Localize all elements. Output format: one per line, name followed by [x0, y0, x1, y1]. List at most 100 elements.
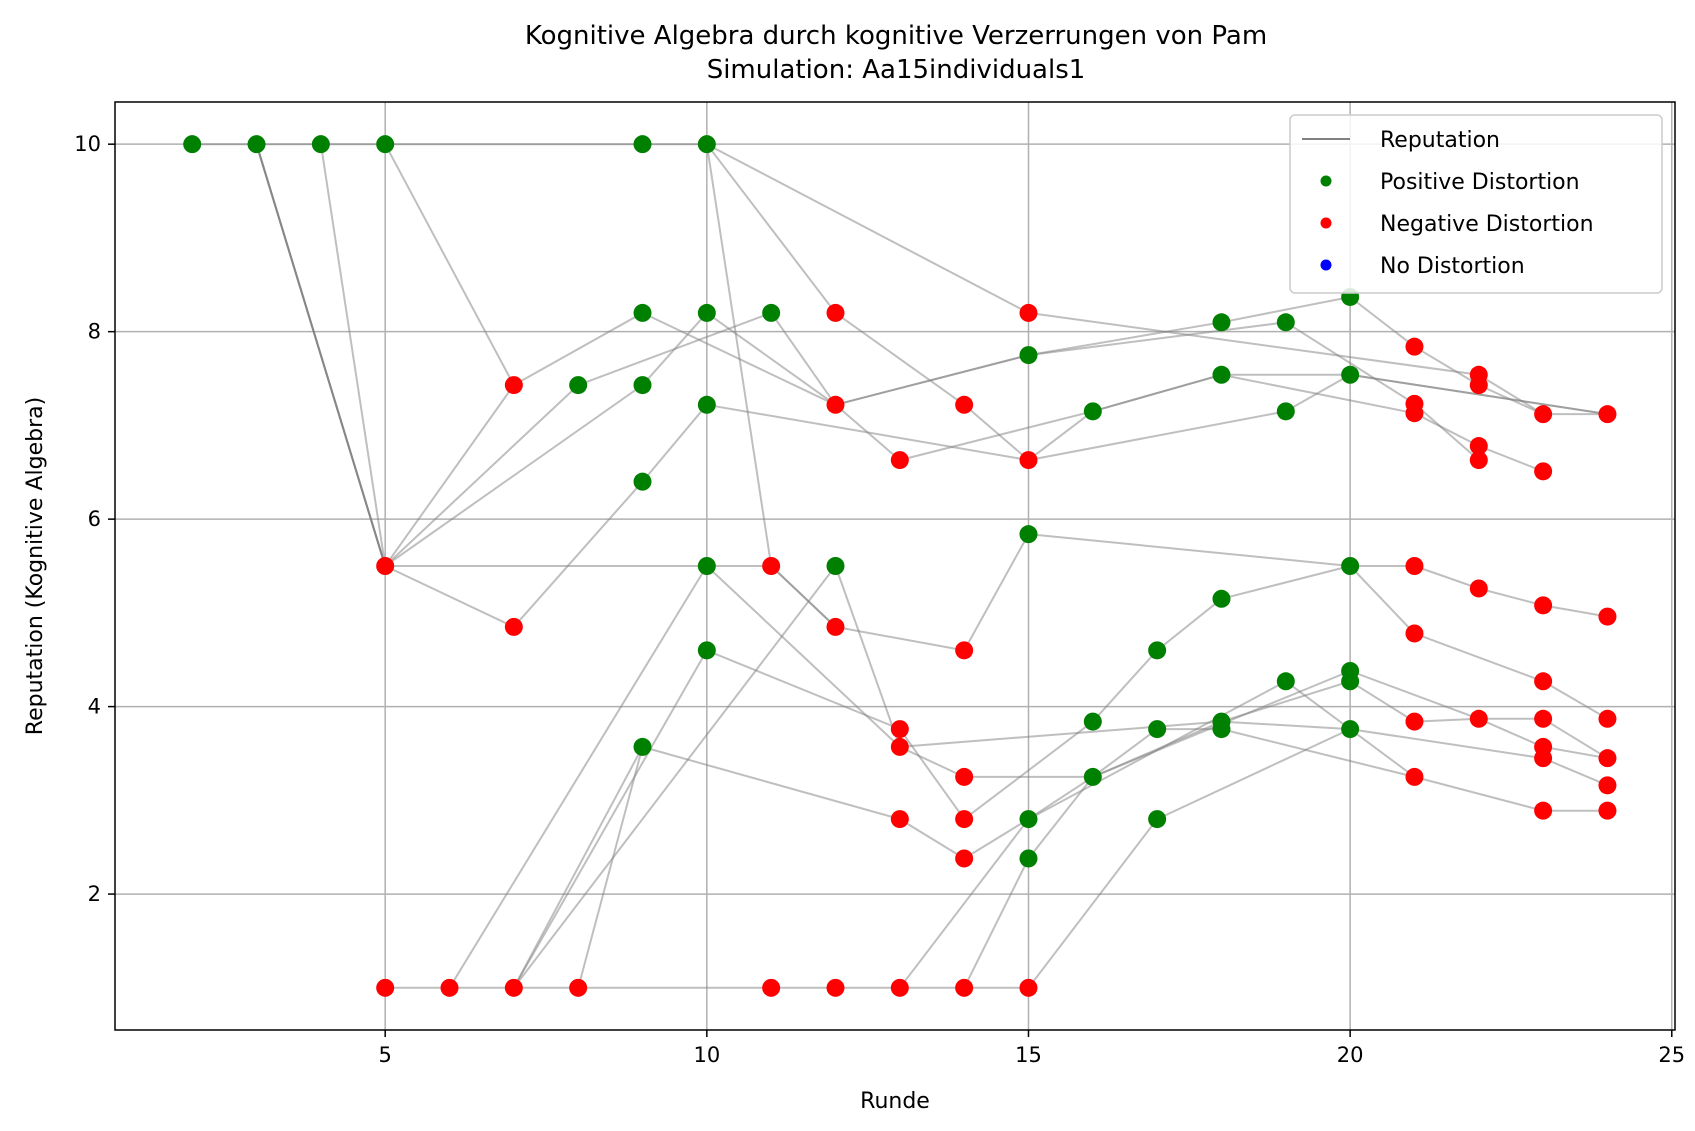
positive-distortion-point — [1341, 557, 1360, 575]
positive-distortion-point — [376, 135, 395, 154]
negative-distortion-point — [890, 810, 909, 829]
y-tick-label: 10 — [74, 132, 101, 156]
positive-distortion-point — [1148, 641, 1167, 660]
chart-subtitle: Simulation: Aa15individuals1 — [707, 55, 1086, 85]
chart-title: Kognitive Algebra durch kognitive Verzer… — [525, 21, 1267, 51]
negative-distortion-point — [504, 376, 523, 395]
legend-label-positive: Positive Distortion — [1380, 170, 1580, 195]
negative-distortion-point — [1534, 596, 1553, 615]
legend-marker-none — [1320, 259, 1332, 271]
negative-distortion-point — [762, 557, 781, 575]
negative-distortion-point — [1534, 672, 1553, 691]
negative-distortion-point — [955, 810, 974, 829]
negative-distortion-point — [1469, 709, 1488, 728]
positive-distortion-point — [697, 557, 716, 575]
legend-marker-negative — [1320, 217, 1332, 229]
positive-distortion-point — [183, 135, 202, 154]
positive-distortion-point — [247, 135, 266, 154]
positive-distortion-point — [1019, 810, 1038, 829]
negative-distortion-point — [826, 617, 845, 636]
positive-distortion-point — [1019, 849, 1038, 868]
y-axis-label: Reputation (Kognitive Algebra) — [23, 397, 48, 735]
reputation-line — [512, 565, 1608, 989]
x-tick-label: 15 — [1015, 1043, 1042, 1067]
positive-distortion-point — [633, 472, 652, 491]
positive-distortion-point — [1019, 346, 1038, 365]
positive-distortion-point — [633, 376, 652, 395]
negative-distortion-point — [826, 395, 845, 414]
negative-distortion-point — [1019, 451, 1038, 470]
negative-distortion-point — [826, 978, 845, 997]
negative-distortion-point — [890, 720, 909, 739]
x-axis-ticks: 5 10 15 20 25 — [378, 1030, 1685, 1067]
negative-distortion-point — [1469, 437, 1488, 456]
negative-distortion-point — [504, 617, 523, 636]
reputation-line — [319, 144, 1609, 720]
negative-distortion-point — [1534, 462, 1553, 481]
y-tick-label: 2 — [88, 882, 101, 906]
negative-distortion-point — [1019, 978, 1038, 997]
positive-distortion-point — [633, 303, 652, 322]
positive-distortion-point — [1019, 525, 1038, 544]
negative-distortion-point — [376, 978, 395, 997]
positive-distortion-point — [1148, 720, 1167, 739]
negative-distortion-point — [890, 737, 909, 756]
negative-distortion-point — [955, 395, 974, 414]
positive-distortion-point — [826, 557, 845, 575]
negative-distortion-point — [1019, 303, 1038, 322]
positive-distortion-point — [1276, 672, 1295, 691]
y-tick-label: 6 — [88, 507, 101, 531]
negative-distortion-point — [1598, 776, 1617, 795]
positive-distortion-point — [1083, 402, 1102, 421]
x-tick-label: 10 — [693, 1043, 720, 1067]
positive-distortion-point — [1212, 720, 1231, 739]
positive-distortion-point — [697, 395, 716, 414]
y-tick-label: 4 — [88, 695, 101, 719]
positive-distortion-point — [1341, 365, 1360, 384]
x-tick-label: 20 — [1337, 1043, 1364, 1067]
negative-distortion-point — [955, 641, 974, 660]
negative-distortion-point — [1534, 709, 1553, 728]
negative-distortion-point — [1534, 405, 1553, 424]
positive-distortion-point — [1341, 672, 1360, 691]
negative-distortion-point — [569, 978, 588, 997]
negative-distortion-point — [1469, 376, 1488, 395]
positive-distortion-point — [697, 135, 716, 154]
x-tick-label: 5 — [378, 1043, 391, 1067]
legend-label-negative: Negative Distortion — [1380, 212, 1594, 237]
legend-label-none: No Distortion — [1380, 254, 1525, 279]
legend-box — [1289, 114, 1663, 294]
negative-distortion-point — [1598, 405, 1617, 424]
positive-distortion-point — [311, 135, 330, 154]
positive-distortion-point — [697, 641, 716, 660]
negative-distortion-point — [504, 978, 523, 997]
reputation-line — [963, 728, 1415, 989]
negative-distortion-point — [1598, 749, 1617, 768]
positive-distortion-point — [1083, 767, 1102, 786]
plot-frame — [114, 101, 1676, 1031]
negative-distortion-point — [955, 767, 974, 786]
negative-distortion-point — [1598, 607, 1617, 626]
positive-distortion-point — [1341, 720, 1360, 739]
reputation-line — [384, 143, 515, 386]
negative-distortion-point — [1405, 712, 1424, 731]
positive-distortion-point — [762, 303, 781, 322]
negative-distortion-point — [1405, 337, 1424, 356]
positive-distortion-point — [1212, 365, 1231, 384]
negative-distortion-point — [1405, 557, 1424, 575]
positive-distortion-point — [1212, 313, 1231, 332]
negative-distortion-point — [955, 978, 974, 997]
negative-distortion-point — [826, 303, 845, 322]
legend-label-reputation: Reputation — [1380, 128, 1500, 153]
negative-distortion-point — [955, 849, 974, 868]
negative-distortion-point — [1405, 767, 1424, 786]
positive-distortion-point — [633, 737, 652, 756]
negative-distortion-point — [1534, 801, 1553, 820]
positive-distortion-point — [1148, 810, 1167, 829]
negative-distortion-point — [762, 978, 781, 997]
y-tick-label: 8 — [88, 320, 101, 344]
x-tick-label: 25 — [1658, 1043, 1685, 1067]
legend-marker-positive — [1320, 175, 1332, 187]
x-axis-label: Runde — [860, 1089, 930, 1114]
